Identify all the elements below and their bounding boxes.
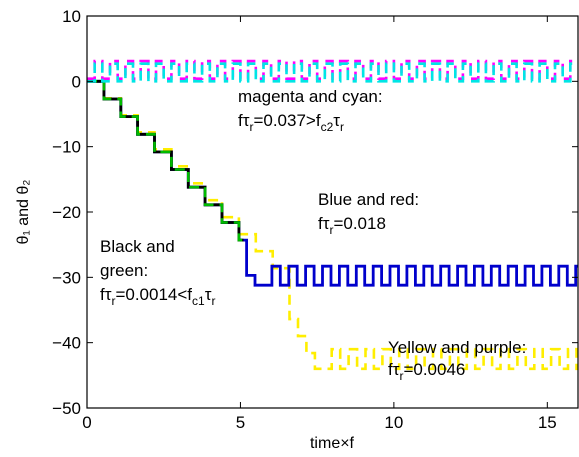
y-tick-label: −20 bbox=[52, 203, 81, 222]
series-line bbox=[87, 79, 244, 242]
x-axis-label: time×f bbox=[310, 435, 355, 452]
y-tick-label: −10 bbox=[52, 138, 81, 157]
series-layer bbox=[87, 59, 578, 371]
y-axis-label: θ₁ and θ₂ bbox=[15, 180, 32, 245]
y-tick-label: −30 bbox=[52, 268, 81, 287]
annotation-magenta-cyan: magenta and cyan: fτr=0.037>fc2τr bbox=[238, 87, 383, 134]
y-tick-label: −40 bbox=[52, 334, 81, 353]
x-tick-label: 10 bbox=[384, 413, 403, 432]
series-line bbox=[87, 62, 578, 83]
annotation-blue-red: Blue and red: fτr=0.018 bbox=[318, 190, 419, 237]
x-tick-label: 5 bbox=[236, 413, 245, 432]
x-tick-label: 0 bbox=[82, 413, 91, 432]
x-tick-label: 15 bbox=[538, 413, 557, 432]
svg-text:fτr=0.037>fc2τr: fτr=0.037>fc2τr bbox=[238, 111, 344, 134]
svg-text:fτr=0.018: fτr=0.018 bbox=[318, 214, 386, 237]
y-tick-label: 10 bbox=[62, 7, 81, 26]
y-tick-label: 0 bbox=[72, 72, 81, 91]
svg-text:Yellow and purple:: Yellow and purple: bbox=[388, 338, 526, 357]
y-tick-label: −50 bbox=[52, 399, 81, 418]
annotation-yellow-purple: Yellow and purple: fτr=0.0046 bbox=[388, 338, 526, 383]
svg-text:fτr=0.0046: fτr=0.0046 bbox=[388, 360, 465, 383]
svg-text:green:: green: bbox=[100, 261, 148, 280]
svg-text:Black and: Black and bbox=[100, 237, 175, 256]
series-line bbox=[87, 80, 244, 242]
ticks-layer: 0 5 10 15 10 0 −10 −20 −30 −40 −50 bbox=[52, 7, 578, 432]
svg-text:fτr=0.0014<fc1τr: fτr=0.0014<fc1τr bbox=[100, 285, 215, 308]
svg-text:Blue and red:: Blue and red: bbox=[318, 190, 419, 209]
svg-text:magenta and cyan:: magenta and cyan: bbox=[238, 87, 383, 106]
annotation-black-green: Black and green: fτr=0.0014<fc1τr bbox=[100, 237, 215, 308]
